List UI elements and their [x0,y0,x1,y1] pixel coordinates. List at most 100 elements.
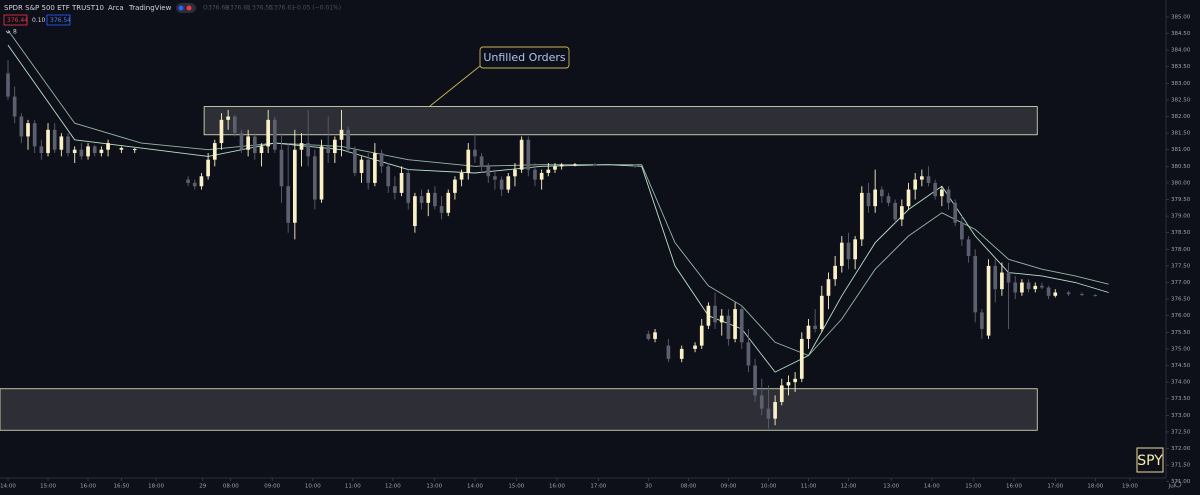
candle-body [713,305,717,323]
ohlc-label: L [247,5,251,12]
callout-box [479,46,570,69]
candle-body [1040,285,1044,288]
candle-body [46,129,50,154]
y-tick-label: 378.00 [1171,247,1191,253]
candle-body [6,73,10,97]
candle-body [326,146,331,154]
candle-body [299,143,304,150]
candle-body [479,156,484,167]
y-tick-label: 384.00 [1171,48,1191,54]
candle-body [893,202,898,220]
interval: 10 [95,4,104,12]
candle-body [986,265,991,336]
candle-body [813,325,817,329]
candle-body [186,179,190,183]
candle-body [953,202,958,223]
symbol-badge [1136,447,1164,473]
bid: 376.44 [7,17,28,24]
x-tick-label: 16:00 [1006,484,1022,490]
candle-body [1000,272,1004,290]
collapse-chevron[interactable] [5,30,11,34]
candle-body [753,365,757,396]
ohlc-value: 376.61 [230,5,251,12]
candle-body [419,196,424,203]
x-tick-label: 11:00 [801,484,817,490]
candle-body [546,169,551,173]
candle-body [799,338,804,379]
candle-body [539,172,544,180]
x-tick-label: 14:00 [924,484,940,490]
y-tick-label: 372.50 [1171,429,1191,435]
x-tick-label: 15:00 [508,484,524,490]
candle-body [866,192,871,207]
x-tick-label: 17:00 [1047,484,1063,490]
candle-body [313,156,317,200]
candle-body [633,164,637,167]
change: −0.05 (−0.01%) [292,5,341,12]
candle-body [1053,292,1058,296]
x-tick-label: 14:00 [467,484,483,490]
candle-body [413,196,417,227]
x-tick-label: 15:00 [965,484,981,490]
y-tick-label: 371.50 [1171,463,1191,469]
ohlc-label: C [269,5,273,12]
y-tick-label: 373.50 [1171,396,1191,402]
candle-body [399,172,404,193]
candle-body [386,166,391,187]
y-tick-label: 379.00 [1171,214,1191,220]
candle-body [826,279,831,296]
settings-icon[interactable] [1174,480,1182,488]
candle-body [806,325,811,339]
callout-pointer [429,65,481,107]
candle-body [439,206,444,213]
candle-body [32,123,37,147]
y-tick-label: 380.00 [1171,180,1191,186]
ohlc-value: 376.61 [274,5,295,12]
y-tick-label: 374.50 [1171,363,1191,369]
candle-body [473,149,477,157]
candle-body [486,166,491,177]
candle-body [339,129,344,140]
candle-body [259,146,264,154]
candle-body [906,189,911,207]
y-tick-label: 377.50 [1171,263,1191,269]
candle-body [779,385,784,403]
ask: 376.54 [50,17,71,24]
candle-body [766,408,771,419]
candle-body [666,345,671,359]
candle-body [759,395,764,409]
candle-body [879,189,884,197]
candle-body [39,146,44,154]
candle-body [900,206,904,220]
y-tick-label: 385.00 [1171,14,1191,20]
x-tick-label: 11:00 [345,484,361,490]
x-tick-label: 16:00 [549,484,565,490]
symbol-badge-text: SPY [1137,453,1163,469]
indicator-count: 8 [13,29,17,36]
candle-body [466,149,471,173]
candle-body [66,136,70,154]
candle-body [793,378,797,383]
candle-body [940,189,944,197]
candle-body [519,139,524,170]
candle-body [353,149,357,173]
candle-body [292,149,297,223]
y-tick-label: 382.00 [1171,114,1191,120]
candle-body [266,119,270,147]
candle-body [980,312,984,329]
bid-box[interactable] [3,14,28,26]
candle-body [573,164,577,166]
ask-box[interactable] [46,14,71,26]
x-tick-label: 10:00 [305,484,321,490]
candle-body [1006,272,1011,283]
x-tick-label: 16:00 [80,484,96,490]
candle-body [513,169,517,177]
candle-body [333,139,337,154]
x-tick-label: 18:00 [148,484,164,490]
candle-body [272,119,277,150]
candle-body [406,172,411,203]
candle-body [933,182,938,197]
x-tick-label: 13:00 [426,484,442,490]
candle-body [106,143,110,150]
candle-body [1033,285,1038,290]
